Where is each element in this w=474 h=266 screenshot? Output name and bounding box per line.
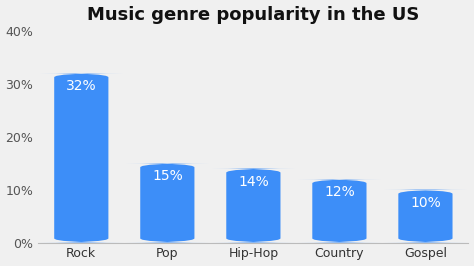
- Bar: [54, 73, 109, 243]
- Text: 15%: 15%: [152, 169, 182, 183]
- FancyBboxPatch shape: [126, 163, 209, 243]
- FancyBboxPatch shape: [212, 168, 295, 243]
- Bar: [398, 190, 454, 243]
- Title: Music genre popularity in the US: Music genre popularity in the US: [87, 6, 419, 24]
- Text: 10%: 10%: [410, 196, 441, 210]
- Bar: [311, 179, 367, 243]
- FancyBboxPatch shape: [40, 73, 123, 243]
- FancyBboxPatch shape: [298, 179, 381, 243]
- Text: 14%: 14%: [238, 175, 269, 189]
- Bar: [226, 168, 282, 243]
- Bar: [139, 163, 195, 243]
- Text: 32%: 32%: [66, 79, 97, 93]
- Text: 12%: 12%: [324, 185, 355, 199]
- FancyBboxPatch shape: [384, 190, 467, 243]
